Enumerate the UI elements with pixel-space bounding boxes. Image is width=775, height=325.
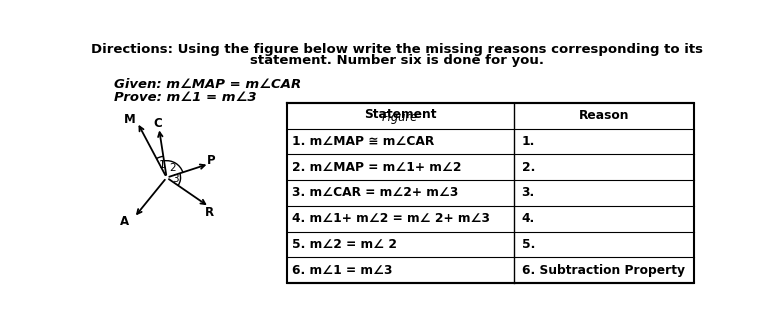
Text: 5.: 5. [522,238,535,251]
Text: 1: 1 [159,160,166,170]
Text: 4. m∠1+ m∠2 = m∠ 2+ m∠3: 4. m∠1+ m∠2 = m∠ 2+ m∠3 [292,212,490,225]
Text: 2: 2 [169,163,176,174]
Text: 3. m∠CAR = m∠2+ m∠3: 3. m∠CAR = m∠2+ m∠3 [292,187,459,200]
Text: 6. Subtraction Property: 6. Subtraction Property [522,264,684,277]
Text: Directions: Using the figure below write the missing reasons corresponding to it: Directions: Using the figure below write… [91,43,703,56]
Text: Statement: Statement [364,108,436,121]
Text: R: R [205,206,214,219]
Text: 2.: 2. [522,161,535,174]
Text: Reason: Reason [578,109,629,122]
Text: A: A [120,215,129,228]
Text: P: P [207,154,216,167]
Text: 5. m∠2 = m∠ 2: 5. m∠2 = m∠ 2 [292,238,397,251]
Text: statement. Number six is done for you.: statement. Number six is done for you. [250,54,544,67]
Text: M: M [123,112,136,125]
Text: 1.: 1. [522,135,535,148]
Text: 6. m∠1 = m∠3: 6. m∠1 = m∠3 [292,264,393,277]
Text: C: C [153,117,162,130]
Text: 3.: 3. [522,187,535,200]
Text: 3: 3 [173,174,179,184]
Text: 4.: 4. [522,212,535,225]
Text: Figure: Figure [382,111,418,124]
Text: Given: m∠MAP = m∠CAR: Given: m∠MAP = m∠CAR [114,77,301,90]
Text: 2. m∠MAP = m∠1+ m∠2: 2. m∠MAP = m∠1+ m∠2 [292,161,462,174]
Text: 1. m∠MAP ≅ m∠CAR: 1. m∠MAP ≅ m∠CAR [292,135,435,148]
Text: Prove: m∠1 = m∠3: Prove: m∠1 = m∠3 [114,91,257,104]
